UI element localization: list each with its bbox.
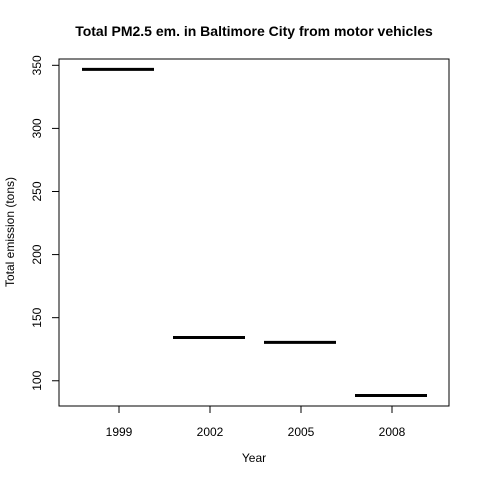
x-tick-label: 1999 — [106, 425, 133, 439]
x-axis-label: Year — [242, 451, 266, 465]
x-tick-label: 2002 — [197, 425, 224, 439]
chart-title: Total PM2.5 em. in Baltimore City from m… — [75, 23, 433, 39]
y-tick-label: 250 — [30, 181, 44, 201]
y-tick-label: 350 — [30, 55, 44, 75]
y-axis-label: Total emission (tons) — [3, 177, 17, 287]
x-axis: 1999 2002 2005 2008 — [106, 405, 406, 439]
y-axis: 100 150 200 250 300 350 — [30, 55, 60, 391]
bar-marks — [82, 67, 427, 398]
y-tick-label: 200 — [30, 244, 44, 264]
y-tick-label: 100 — [30, 370, 44, 390]
y-tick-label: 300 — [30, 118, 44, 138]
plot-frame — [58, 58, 450, 407]
x-tick-label: 2008 — [379, 425, 406, 439]
x-tick-label: 2005 — [288, 425, 315, 439]
y-tick-label: 150 — [30, 307, 44, 327]
